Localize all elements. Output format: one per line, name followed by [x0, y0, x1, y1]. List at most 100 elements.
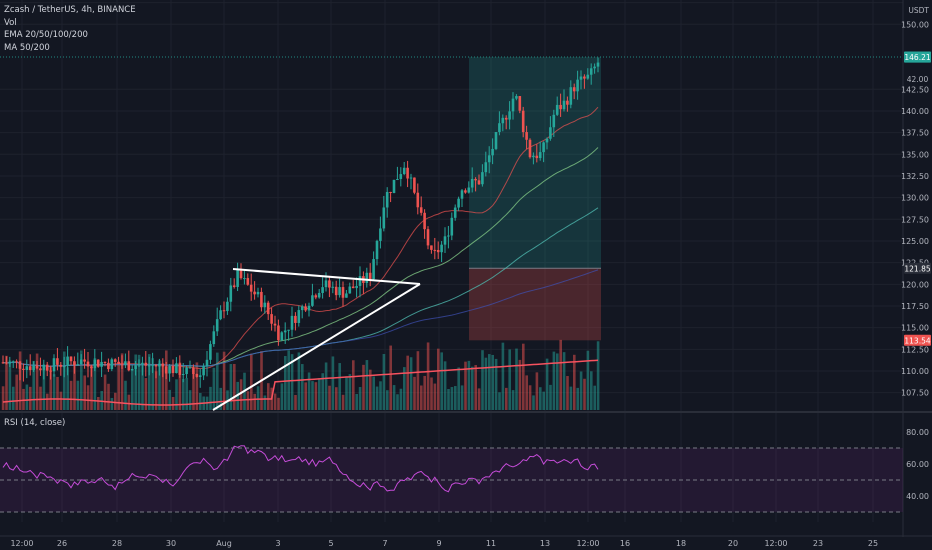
volume-bar: [494, 358, 498, 410]
volume-bar: [467, 360, 471, 410]
candle-body: [351, 286, 355, 289]
candle-body: [498, 123, 501, 133]
volume-bar: [90, 364, 93, 410]
candle-body: [511, 98, 515, 112]
candle-body: [83, 359, 86, 362]
volume-ma-line: [2, 359, 599, 406]
candle-body: [406, 167, 409, 179]
volume-bar: [63, 351, 66, 410]
candle-body: [90, 366, 93, 369]
candle-body: [124, 361, 127, 365]
candle-body: [525, 132, 528, 140]
candle-body: [365, 272, 369, 283]
volume-bar: [80, 350, 83, 410]
candle-body: [508, 111, 511, 120]
candle-body: [443, 236, 447, 245]
volume-bar: [168, 389, 171, 410]
candle-body: [402, 167, 406, 175]
symbol-title[interactable]: Zcash / TetherUS, 4h, BINANCE: [4, 5, 136, 15]
candle-body: [515, 96, 518, 99]
volume-bar: [386, 390, 389, 410]
chart-legend: Zcash / TetherUS, 4h, BINANCE Vol EMA 20…: [4, 4, 136, 54]
volume-bar: [335, 387, 338, 410]
volume-bar: [362, 364, 365, 410]
volume-bar: [358, 387, 362, 410]
candle-body: [260, 291, 263, 308]
rsi-line: [2, 445, 599, 493]
volume-bar: [22, 388, 25, 410]
volume-bar: [403, 367, 406, 410]
candle-body: [532, 155, 535, 158]
volume-bar: [474, 365, 477, 410]
candle-body: [311, 295, 314, 306]
volume-bar: [505, 387, 508, 410]
candle-body: [348, 286, 352, 294]
volume-bar: [256, 386, 260, 410]
volume-bar: [583, 378, 586, 410]
candle-body: [79, 359, 83, 365]
volume-indicator-label[interactable]: Vol: [4, 17, 17, 28]
volume-bar: [219, 387, 222, 410]
candle-body: [1, 362, 5, 364]
candle-body: [8, 361, 12, 364]
candle-body: [18, 361, 22, 369]
volume-bar: [165, 350, 168, 410]
volume-bar: [117, 361, 120, 410]
price-tick-label: 132.50: [901, 172, 929, 181]
ma-indicator-label[interactable]: MA 50/200: [4, 42, 50, 53]
rsi-indicator-label[interactable]: RSI (14, close): [4, 418, 66, 428]
candle-body: [379, 228, 382, 241]
volume-bar: [42, 366, 46, 410]
candle-body: [243, 278, 246, 280]
volume-bar: [389, 345, 392, 410]
volume-bar: [321, 373, 324, 410]
candle-body: [147, 365, 151, 367]
candle-body: [222, 310, 226, 312]
candle-body: [232, 285, 236, 287]
candle-body: [226, 301, 229, 312]
candle-body: [66, 356, 69, 367]
candle-body: [215, 319, 219, 332]
entry-price-tag-text: 121.85: [904, 264, 930, 273]
price-axis: USDT 150.00 142.50 140.00 137.50 135.00 132.50…: [901, 6, 931, 398]
volume-bar: [137, 354, 141, 410]
volume-bar: [471, 366, 474, 410]
volume-bar: [46, 393, 49, 410]
volume-bar: [328, 385, 331, 410]
ema-indicator-label[interactable]: EMA 20/50/100/200: [4, 30, 88, 40]
candle-body: [467, 187, 471, 193]
target-extra-text: 42.00: [907, 75, 929, 84]
volume-bar: [93, 358, 97, 410]
volume-bar: [161, 363, 165, 410]
volume-bar: [579, 371, 583, 410]
volume-bar: [355, 393, 358, 410]
volume-bar: [341, 394, 345, 410]
volume-bar: [18, 351, 22, 410]
candle-body: [25, 366, 29, 370]
time-tick-label: Aug: [216, 539, 232, 548]
candle-body: [589, 68, 593, 75]
candle-body: [246, 278, 250, 285]
candle-body: [69, 356, 73, 362]
volume-bar: [566, 376, 569, 410]
candle-body: [375, 240, 379, 260]
volume-bar: [294, 394, 297, 410]
candle-body: [107, 362, 110, 370]
candle-body: [290, 315, 294, 330]
volume-bar: [32, 360, 35, 410]
candle-body: [297, 310, 301, 323]
candle-body: [331, 286, 335, 288]
volume-bar: [185, 377, 188, 410]
volume-bar: [171, 396, 175, 410]
candle-body: [552, 114, 556, 128]
candle-body: [504, 117, 508, 120]
volume-bar: [396, 394, 399, 410]
candle-body: [141, 362, 144, 365]
candle-body: [212, 331, 216, 345]
candle-body: [263, 302, 267, 308]
volume-bar: [491, 354, 494, 410]
volume-bar: [114, 392, 117, 410]
candle-body: [477, 180, 481, 185]
candle-body: [341, 287, 345, 298]
